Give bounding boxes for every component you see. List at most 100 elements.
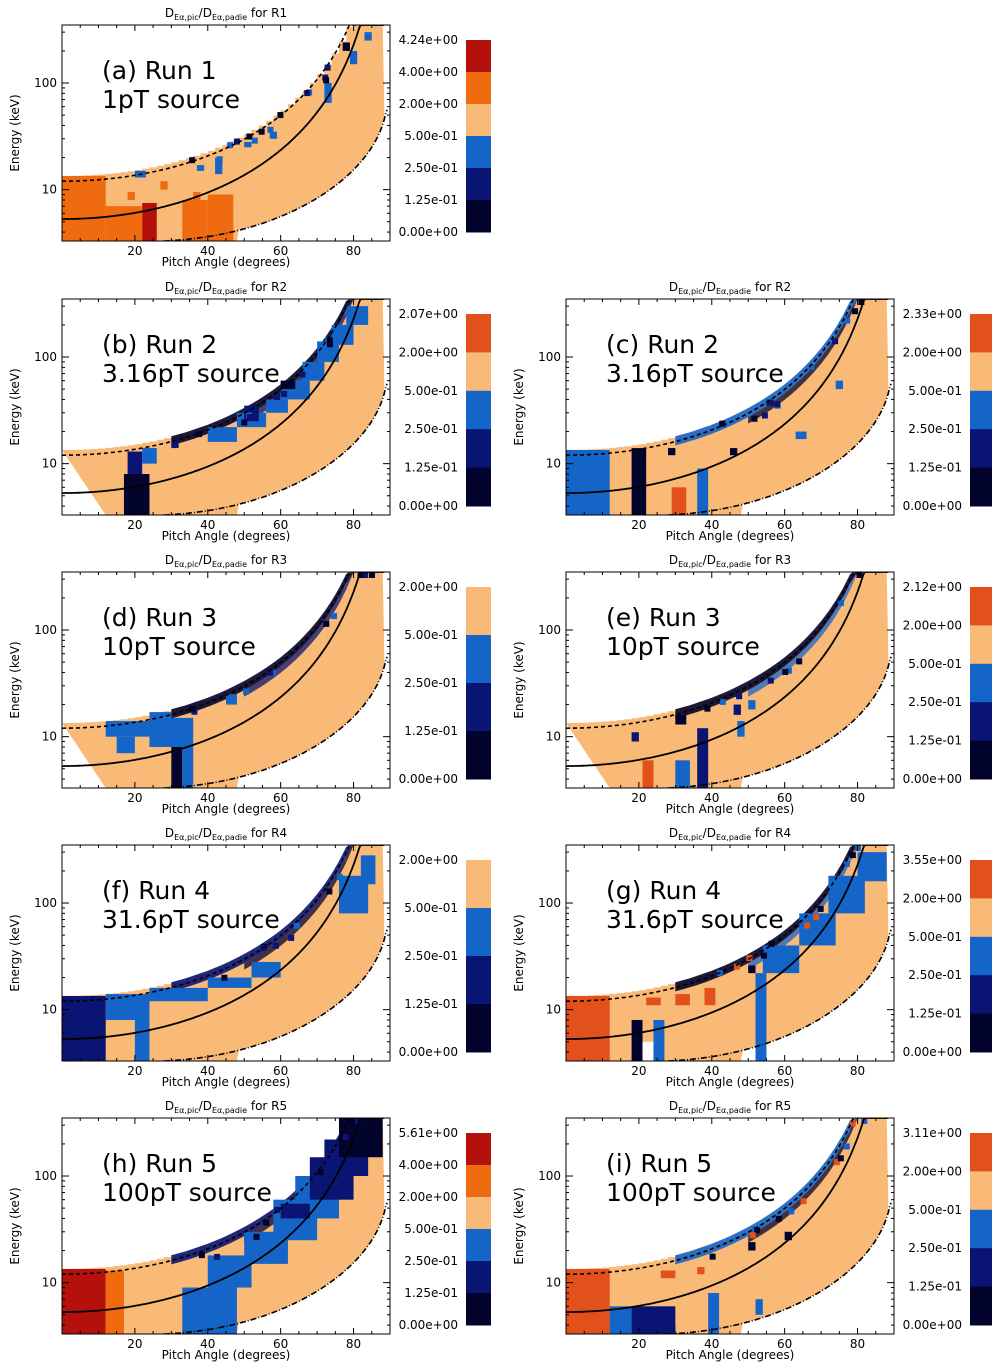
heatmap-speck bbox=[281, 390, 288, 397]
heatmap-speck bbox=[246, 133, 253, 140]
heatmap-cells bbox=[62, 25, 388, 241]
y-tick-label: 10 bbox=[42, 1276, 57, 1290]
lower-boundary-curve bbox=[163, 929, 388, 1061]
x-tick-label: 20 bbox=[631, 518, 646, 532]
heatmap-speck bbox=[832, 338, 839, 345]
heatmap-speck bbox=[357, 572, 364, 578]
title-part: Eα,padie bbox=[212, 1106, 247, 1115]
colorbar-swatch bbox=[970, 975, 992, 1015]
heatmap-speck bbox=[233, 138, 240, 145]
x-axis-label: Pitch Angle (degrees) bbox=[666, 802, 795, 816]
x-tick-label: 40 bbox=[200, 244, 215, 258]
panel-h: 20 40 60 80 10 100 Pitch Angle (degrees) Energy… bbox=[8, 1099, 491, 1362]
colorbar-swatch bbox=[466, 136, 491, 169]
colorbar-tick-label: 5.00e-01 bbox=[404, 628, 458, 642]
x-tick-label: 40 bbox=[704, 1064, 719, 1078]
dominant-region bbox=[62, 25, 385, 241]
colorbar-tick-label: 1.25e-01 bbox=[908, 1007, 962, 1021]
colorbar-tick-label: 2.00e+00 bbox=[903, 618, 962, 632]
colorbar-tick-label: 2.50e-01 bbox=[908, 422, 962, 436]
heatmap-speck bbox=[274, 1206, 281, 1213]
colorbar-swatch bbox=[970, 740, 992, 780]
heatmap-speck bbox=[800, 1198, 807, 1205]
x-tick-label: 40 bbox=[200, 518, 215, 532]
colorbar-tick-label: 2.00e+00 bbox=[903, 345, 962, 359]
y-tick-label: 100 bbox=[34, 76, 57, 90]
dominant-region bbox=[566, 299, 889, 515]
heatmap-patch bbox=[127, 451, 143, 474]
lower-boundary-curve bbox=[163, 1202, 388, 1334]
title-part: Eα,padie bbox=[716, 287, 751, 296]
heatmap-patch bbox=[160, 181, 168, 190]
heatmap-speck bbox=[767, 677, 774, 684]
x-tick-label: 60 bbox=[273, 1064, 288, 1078]
heatmap-speck bbox=[768, 940, 775, 947]
run-label: (e) Run 3 bbox=[606, 603, 721, 632]
heatmap-patch bbox=[835, 380, 843, 390]
colorbar-tick-label: 5.00e-01 bbox=[908, 657, 962, 671]
upper-band-cells bbox=[171, 572, 383, 719]
colorbar-swatch bbox=[466, 587, 491, 636]
colorbar: 2.00e+00 5.00e-01 2.50e-01 1.25e-01 0.00e+00 bbox=[399, 853, 491, 1059]
colorbar-swatch bbox=[466, 635, 491, 684]
x-tick-label: 80 bbox=[850, 1337, 865, 1351]
heatmap-patch bbox=[280, 1203, 310, 1219]
colorbar-tick-label: 2.33e+00 bbox=[903, 307, 962, 321]
heatmap-patch bbox=[762, 945, 800, 974]
lower-boundary-curve bbox=[667, 929, 892, 1061]
title-part: for R3 bbox=[247, 553, 287, 567]
heatmap-patch bbox=[748, 1242, 756, 1251]
heatmap-speck bbox=[843, 860, 850, 867]
left-block-cell bbox=[566, 449, 610, 515]
heatmap-patch bbox=[755, 973, 767, 1061]
title-part: D bbox=[165, 1099, 174, 1113]
colorbar-swatch bbox=[466, 1165, 491, 1198]
heatmap-patch bbox=[857, 852, 887, 882]
title-part: D bbox=[669, 1099, 678, 1113]
colorbar-tick-label: 0.00e+00 bbox=[903, 772, 962, 786]
heatmap-patch bbox=[733, 704, 741, 715]
heatmap-speck bbox=[251, 137, 258, 144]
source-label: 31.6pT source bbox=[606, 905, 784, 934]
x-tick-label: 60 bbox=[273, 244, 288, 258]
heatmap-speck bbox=[785, 667, 792, 674]
title-part: Eα,padie bbox=[212, 560, 247, 569]
colorbar-tick-label: 1.25e-01 bbox=[404, 724, 458, 738]
panel-b: 20 40 60 80 10 100 Pitch Angle (degrees) Energy… bbox=[8, 280, 491, 543]
heatmap-patch bbox=[364, 32, 372, 41]
run-label: (a) Run 1 bbox=[102, 56, 217, 85]
y-tick-label: 100 bbox=[34, 1169, 57, 1183]
x-tick-label: 80 bbox=[346, 1064, 361, 1078]
dominant-region bbox=[62, 1118, 385, 1334]
panel-g: 20 40 60 80 10 100 Pitch Angle (degrees) Energy… bbox=[512, 826, 992, 1089]
heatmap-patch bbox=[266, 399, 288, 413]
colorbar-tick-label: 1.25e-01 bbox=[404, 1286, 458, 1300]
source-label: 1pT source bbox=[102, 85, 240, 114]
title-part: D bbox=[165, 553, 174, 567]
colorbar-swatch bbox=[970, 1013, 992, 1053]
y-tick-label: 100 bbox=[538, 623, 561, 637]
y-tick-label: 10 bbox=[546, 1276, 561, 1290]
heatmap-patch bbox=[105, 1270, 124, 1334]
heatmap-speck bbox=[704, 705, 711, 712]
title-part: Eα,pic bbox=[174, 1106, 199, 1115]
heatmap-speck bbox=[719, 420, 726, 427]
source-label: 10pT source bbox=[102, 632, 256, 661]
heatmap-speck bbox=[195, 431, 202, 438]
heatmap-patch bbox=[697, 468, 709, 515]
heatmap-patch bbox=[766, 399, 774, 406]
colorbar-tick-label: 1.25e-01 bbox=[404, 461, 458, 475]
upper-band-cells bbox=[171, 845, 383, 992]
heatmap-patch bbox=[668, 448, 676, 456]
heatmap-speck bbox=[299, 371, 306, 378]
heatmap-speck bbox=[326, 888, 333, 895]
heatmap-speck bbox=[837, 1155, 844, 1162]
panel-title: DEα,pic​/DEα,padie​ for R3 bbox=[165, 553, 287, 569]
heatmap-patch bbox=[346, 306, 369, 325]
lower-boundary-curve bbox=[667, 383, 892, 515]
colorbar-swatch bbox=[970, 1209, 992, 1249]
heatmap-speck bbox=[809, 917, 816, 924]
x-tick-label: 20 bbox=[127, 1064, 142, 1078]
run-label: (b) Run 2 bbox=[102, 330, 217, 359]
